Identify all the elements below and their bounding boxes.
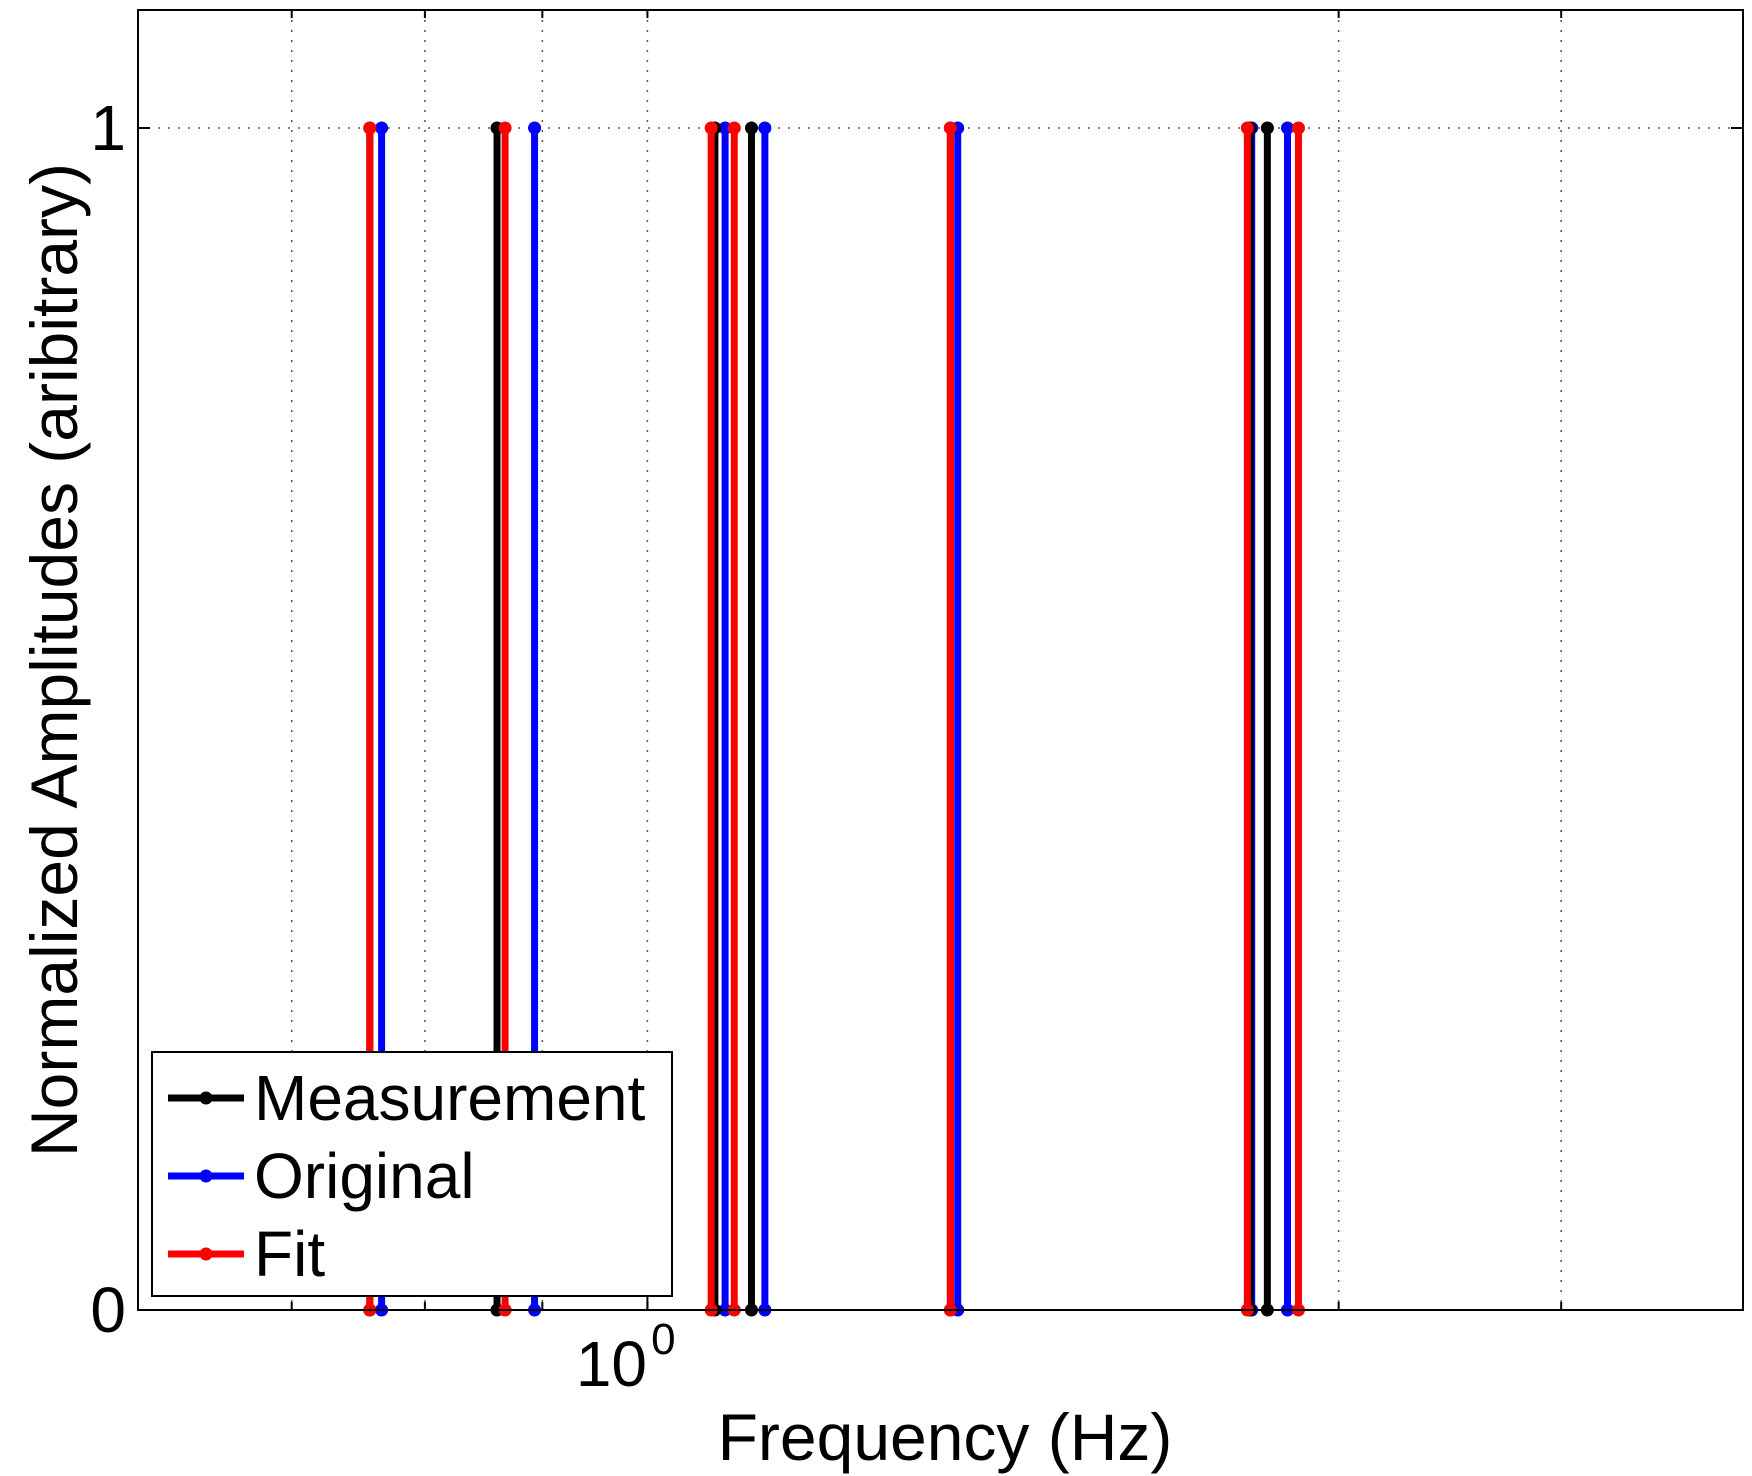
stem-marker-fit [704,121,718,135]
stem-marker-measurement [744,121,758,135]
x-axis-label: Frequency (Hz) [718,1400,1173,1474]
stem-marker-fit [1291,121,1305,135]
stem-marker-fit [1240,121,1254,135]
stem-marker-fit [943,121,957,135]
stem-marker-original [528,121,542,135]
stem-marker-fit [727,121,741,135]
x-tick-label-exponent: 0 [651,1315,675,1364]
stem-marker-original [375,121,389,135]
legend-label: Measurement [254,1062,646,1134]
stem-marker-original [1281,121,1295,135]
y-axis-label: Normalized Amplitudes (aribitrary) [17,163,91,1157]
stem-marker-measurement [1260,121,1274,135]
axes-box [137,9,1744,1311]
y-tick-label: 1 [90,92,126,164]
legend-marker [199,1091,213,1105]
legend-label: Original [254,1140,475,1212]
stem-marker-original [758,121,772,135]
stem-marker-fit [498,121,512,135]
grid [138,10,1743,1311]
stem-marker-fit [363,121,377,135]
legend-marker [199,1247,213,1261]
legend-marker [199,1169,213,1183]
y-tick-label: 0 [90,1274,126,1346]
legend-label: Fit [254,1218,325,1290]
stem-marker-original [718,121,732,135]
x-tick-label: 10 [576,1328,647,1400]
